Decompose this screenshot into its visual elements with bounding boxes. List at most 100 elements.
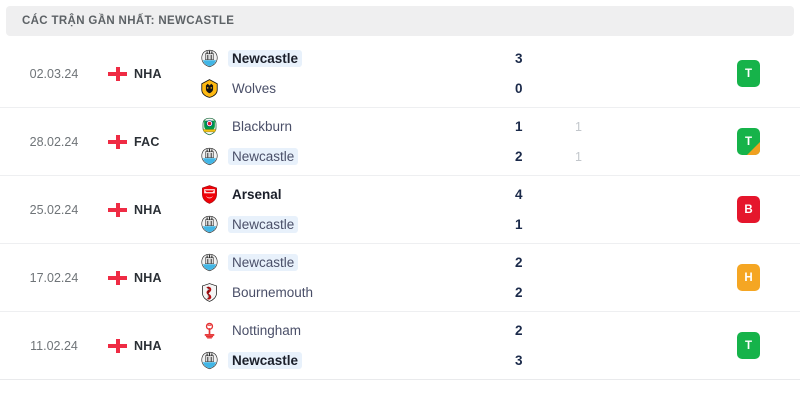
team-name-home: Blackburn: [232, 119, 293, 134]
teams-cell: Newcastle Wolves: [200, 49, 515, 99]
team-name-away: Bournemouth: [232, 285, 314, 300]
result-cell: T: [635, 332, 800, 359]
match-row[interactable]: 17.02.24 NHA Newcastle Bournemouth 2 2 H: [0, 244, 800, 312]
england-flag-icon: [108, 270, 127, 285]
sub-score-away: 1: [575, 149, 582, 164]
team-name-home: Nottingham: [232, 323, 302, 338]
match-date: 25.02.24: [29, 202, 79, 217]
newcastle-crest-icon: [200, 253, 219, 272]
teams-cell: Nottingham Newcastle: [200, 321, 515, 371]
teams-cell: Arsenal Newcastle: [200, 185, 515, 235]
team-line-away[interactable]: Newcastle: [200, 215, 515, 235]
sub-score-cell: [575, 253, 635, 303]
score-away: 3: [515, 352, 523, 368]
penalty-corner-icon: [747, 142, 760, 155]
team-name-home: Newcastle: [228, 254, 299, 271]
team-line-away[interactable]: Wolves: [200, 79, 515, 99]
sub-score-away: [575, 283, 635, 303]
sub-score-cell: [575, 49, 635, 99]
sub-score-home: [575, 185, 635, 205]
score-home: 4: [515, 186, 523, 202]
sub-score-home: [575, 253, 635, 273]
england-flag-icon: [108, 66, 127, 81]
score-home: 2: [515, 322, 523, 338]
newcastle-crest-icon: [200, 49, 219, 68]
score-away: 0: [515, 80, 523, 96]
result-badge[interactable]: T: [737, 332, 760, 359]
match-date: 17.02.24: [29, 270, 79, 285]
competition-code: NHA: [134, 270, 162, 285]
team-line-away[interactable]: Bournemouth: [200, 283, 515, 303]
sub-score-home: [575, 321, 635, 341]
blackburn-crest-icon: [200, 117, 219, 136]
result-cell: H: [635, 264, 800, 291]
match-row[interactable]: 02.03.24 NHA Newcastle Wolves 3 0 T: [0, 40, 800, 108]
result-badge[interactable]: T: [737, 60, 760, 87]
page-title: CÁC TRẬN GẦN NHẤT: NEWCASTLE: [22, 15, 235, 27]
team-name-away: Newcastle: [228, 352, 303, 369]
result-badge[interactable]: T: [737, 128, 760, 155]
match-list: 02.03.24 NHA Newcastle Wolves 3 0 T 28.02.24 FAC…: [0, 40, 800, 380]
england-flag-icon: [108, 134, 127, 149]
competition-code: NHA: [134, 202, 162, 217]
match-date: 28.02.24: [29, 134, 79, 149]
team-line-home[interactable]: Nottingham: [200, 321, 515, 341]
result-badge[interactable]: H: [737, 264, 760, 291]
newcastle-crest-icon: [200, 215, 219, 234]
sub-score-cell: [575, 321, 635, 371]
competition-code: NHA: [134, 338, 162, 353]
match-row[interactable]: 25.02.24 NHA Arsenal Newcastle 4 1 B: [0, 176, 800, 244]
wolves-crest-icon: [200, 79, 219, 98]
bournemouth-crest-icon: [200, 283, 219, 302]
team-line-away[interactable]: Newcastle: [200, 147, 515, 167]
team-line-away[interactable]: Newcastle: [200, 351, 515, 371]
result-letter: T: [744, 339, 753, 352]
score-away: 2: [515, 284, 523, 300]
competition-cell: NHA: [108, 338, 200, 353]
result-letter: H: [744, 271, 753, 284]
arsenal-crest-icon: [200, 185, 219, 204]
england-flag-icon: [108, 202, 127, 217]
score-home: 2: [515, 254, 523, 270]
result-letter: B: [744, 203, 753, 216]
newcastle-crest-icon: [200, 147, 219, 166]
score-away: 1: [515, 216, 523, 232]
score-away: 2: [515, 148, 523, 164]
match-row[interactable]: 28.02.24 FAC Blackburn Newcastle 1 2 1 1 T: [0, 108, 800, 176]
competition-cell: NHA: [108, 202, 200, 217]
sub-score-away: [575, 79, 635, 99]
team-line-home[interactable]: Newcastle: [200, 49, 515, 69]
team-line-home[interactable]: Blackburn: [200, 117, 515, 137]
team-name-home: Newcastle: [228, 50, 303, 67]
result-badge[interactable]: B: [737, 196, 760, 223]
teams-cell: Blackburn Newcastle: [200, 117, 515, 167]
result-cell: T: [635, 60, 800, 87]
team-line-home[interactable]: Newcastle: [200, 253, 515, 273]
result-cell: B: [635, 196, 800, 223]
team-name-away: Wolves: [232, 81, 277, 96]
match-row[interactable]: 11.02.24 NHA Nottingham Newcastle 2 3 T: [0, 312, 800, 380]
sub-score-home: [575, 49, 635, 69]
team-name-home: Arsenal: [232, 187, 282, 202]
competition-code: NHA: [134, 66, 162, 81]
team-name-away: Newcastle: [228, 148, 299, 165]
score-home: 1: [515, 118, 523, 134]
result-letter: T: [744, 67, 753, 80]
team-line-home[interactable]: Arsenal: [200, 185, 515, 205]
match-date: 02.03.24: [29, 66, 79, 81]
result-letter: T: [744, 135, 753, 148]
sub-score-away: [575, 215, 635, 235]
sub-score-home: 1: [575, 119, 582, 134]
teams-cell: Newcastle Bournemouth: [200, 253, 515, 303]
panel-header: CÁC TRẬN GẦN NHẤT: NEWCASTLE: [6, 6, 794, 36]
sub-score-cell: [575, 185, 635, 235]
newcastle-crest-icon: [200, 351, 219, 370]
nottingham-crest-icon: [200, 321, 219, 340]
